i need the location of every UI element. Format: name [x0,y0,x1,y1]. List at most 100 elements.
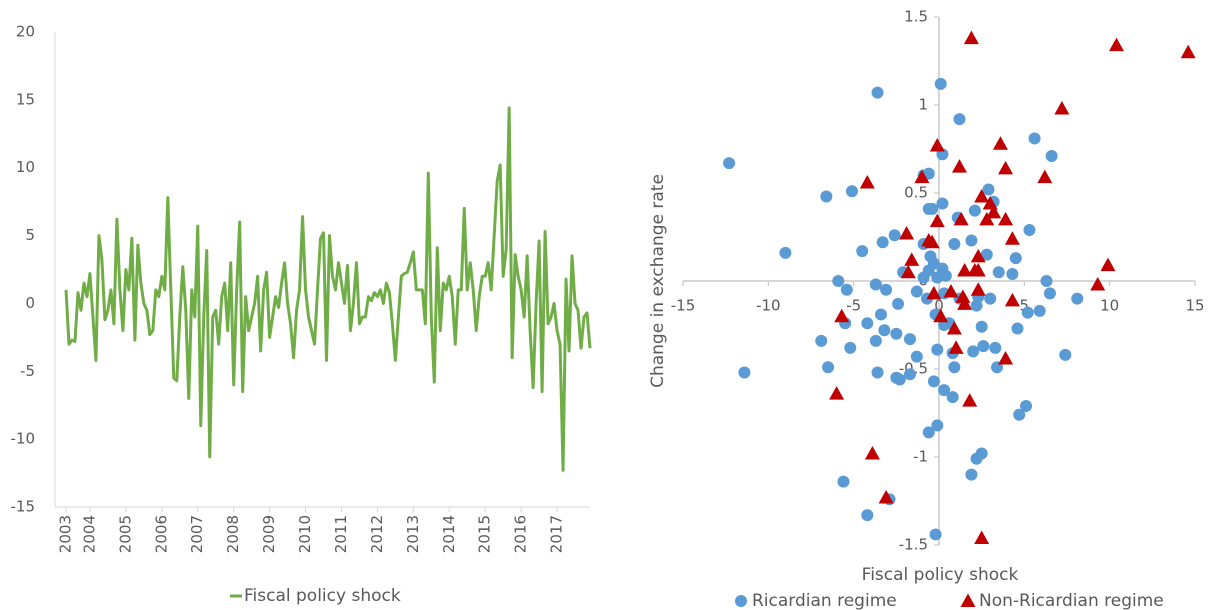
scatter-point [974,530,990,544]
x-tick-label: 2005 [116,515,134,553]
scatter-point [922,426,935,439]
scatter-point [904,252,920,266]
line-series [64,106,592,472]
scatter-point [929,213,945,228]
scatter-point [948,361,961,374]
scatter-point [946,391,959,404]
scatter-point [970,299,983,312]
scatter-point [982,183,995,196]
scatter-point [946,321,962,335]
scatter-point [871,86,884,99]
scatter-point [869,334,882,347]
scatter-point [738,366,751,379]
scatter-point [1054,101,1070,115]
scatter-point [1006,267,1019,280]
scatter-point [986,204,1002,219]
y-tick-label: -5 [20,362,35,380]
scatter-point [876,236,889,249]
scatter-point [924,234,940,249]
scatter-point [927,375,940,388]
x-tick-label: 2006 [152,515,170,553]
scatter-point [962,393,978,407]
legend-marker [735,595,747,607]
y-tick-label: 20 [16,23,35,41]
scatter-point [840,283,853,296]
y-tick-label: 1 [918,96,928,114]
scatter-point [951,159,967,173]
scatter-point [1071,292,1084,305]
scatter-point [977,340,990,353]
scatter-point [970,248,986,263]
scatter-point [820,190,833,203]
scatter-point [815,334,828,347]
x-tick-label: -5 [846,297,861,315]
x-tick-label: 2009 [260,515,278,553]
y-tick-label: 0 [25,294,35,312]
scatter-point [1037,169,1053,184]
scatter-point [1004,292,1020,307]
x-tick-label: 2014 [440,515,458,553]
scatter-point [888,229,901,242]
x-tick-label: 2007 [188,515,206,553]
scatter-point [869,278,882,291]
x-tick-label: 2013 [404,515,422,553]
scatter-point [970,452,983,465]
scatter-point [856,245,869,258]
scatter-point [844,341,857,354]
x-tick-label: 5 [1020,297,1030,315]
y-tick-label: 10 [16,158,35,176]
scatter-point [880,283,893,296]
scatter-point [992,266,1005,279]
scatter-point [926,202,939,215]
x-axis-title: Fiscal policy shock [862,565,1019,585]
scatter-point [910,285,923,298]
scatter-point [890,371,903,384]
x-tick-label: -10 [756,297,781,315]
scatter-point [1033,304,1046,317]
legend-marker [960,593,976,607]
scatter-point [832,275,845,287]
scatter-point [900,264,916,279]
scatter-point [779,246,792,259]
scatter-point [967,345,980,358]
scatter-point [1004,231,1020,245]
scatter-point [998,160,1014,175]
scatter-point [936,197,949,210]
scatter-point [874,308,887,321]
x-tick-label: 2011 [332,515,350,553]
scatter-point [871,366,884,379]
y-axis-title: Change in exchange rate [648,174,668,388]
scatter-point [861,317,874,330]
scatter-point [953,113,966,126]
scatter-point [943,284,959,298]
y-tick-label: 15 [16,90,35,108]
scatter-point [984,292,997,305]
scatter-point [931,419,944,432]
scatter-point [965,234,978,247]
scatter-point [1020,399,1033,412]
y-tick-label: -15 [11,498,36,516]
scatter-point [998,211,1014,226]
scatter-point [878,489,894,504]
scatter-point [1043,287,1056,300]
x-tick-label: 2016 [512,515,530,553]
scatter-point [903,333,916,346]
scatter-point [1040,275,1053,287]
scatter-point [1100,257,1116,272]
x-tick-label: 10 [1100,297,1119,315]
scatter-point [963,30,979,45]
x-tick-label: 2004 [80,515,98,553]
scatter-point [929,528,942,541]
x-tick-label: 2003 [57,515,75,553]
x-tick-label: 2015 [476,515,494,553]
scatter-point [948,340,964,354]
y-tick-label: -1 [913,448,928,466]
scatter-point [1059,348,1072,361]
scatter-point [1045,150,1058,163]
scatter-point [931,343,944,356]
scatter-point [934,77,947,90]
scatter-point [970,282,986,296]
scatter-point [837,475,850,488]
